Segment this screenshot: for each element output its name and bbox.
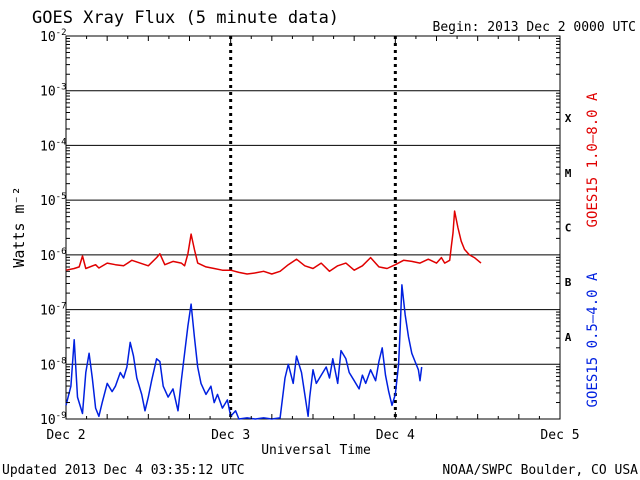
flare-class-label: X	[565, 112, 572, 125]
y-tick-label: 10-4	[40, 137, 67, 154]
flare-class-labels: A B C M X	[565, 112, 572, 344]
x-tick-labels: Dec 2 Dec 3 Dec 4 Dec 5	[46, 428, 579, 443]
x-tick-label: Dec 2	[46, 428, 85, 443]
flare-class-label: A	[565, 331, 572, 344]
x-tick-label: Dec 3	[211, 428, 250, 443]
updated-timestamp: Updated 2013 Dec 4 03:35:12 UTC	[2, 463, 245, 478]
x-axis-label: Universal Time	[261, 443, 371, 458]
y-tick-labels: 10-9 10-8 10-7 10-6 10-5 10-4 10-3 10-2	[40, 28, 67, 428]
gridlines	[66, 90, 560, 365]
series-line-long	[65, 210, 482, 275]
credit-line: NOAA/SWPC Boulder, CO USA	[442, 463, 638, 478]
x-tick-label: Dec 5	[540, 428, 579, 443]
series-line-short	[65, 284, 423, 420]
chart-title: GOES Xray Flux (5 minute data)	[32, 8, 339, 28]
y-tick-label: 10-2	[40, 28, 67, 45]
y-tick-label: 10-7	[40, 302, 67, 319]
y-tick-label: 10-9	[40, 411, 67, 428]
begin-time: Begin: 2013 Dec 2 0000 UTC	[433, 20, 637, 35]
flare-class-label: B	[565, 276, 572, 289]
legend: GOES15 1.0–8.0 A GOES15 0.5–4.0 A	[585, 92, 601, 407]
y-tick-label: 10-8	[40, 356, 67, 373]
flare-class-label: M	[565, 167, 572, 180]
y-tick-label: 10-5	[40, 192, 67, 209]
series-layer	[65, 210, 482, 420]
x-tick-label: Dec 4	[376, 428, 415, 443]
flare-class-label: C	[565, 222, 572, 235]
plot-frame	[65, 35, 561, 420]
y-tick-label: 10-6	[40, 247, 67, 264]
legend-entry: GOES15 1.0–8.0 A	[585, 92, 601, 227]
legend-entry: GOES15 0.5–4.0 A	[585, 272, 601, 407]
y-axis-label: Watts m⁻²	[10, 186, 28, 267]
y-tick-label: 10-3	[40, 83, 67, 100]
axis-ticks	[65, 36, 561, 419]
day-separators	[229, 36, 397, 419]
